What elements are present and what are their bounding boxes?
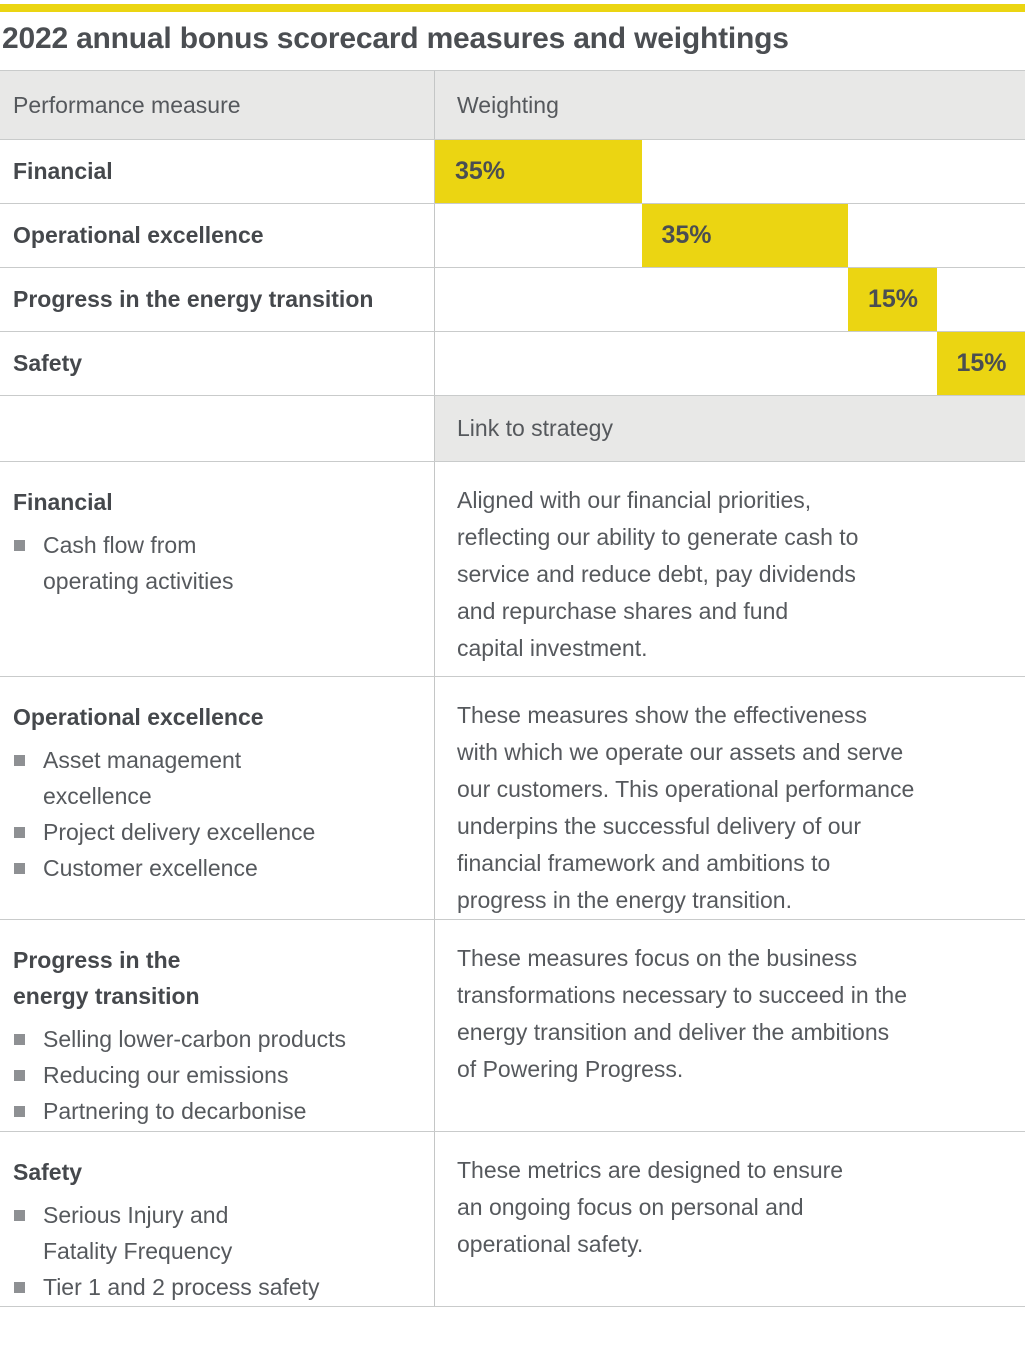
list-item: Cash flow from operating activities [13,527,424,599]
list-item: Tier 1 and 2 process safety [13,1269,424,1305]
strategy-description: These measures focus on the business tra… [457,945,908,1082]
list-item: Reducing our emissions [13,1057,424,1093]
weighting-bar: 15% [848,268,937,331]
link-to-strategy-header-row: Link to strategy [0,396,1025,462]
strategy-description: These metrics are designed to ensure an … [457,1157,844,1257]
scorecard-table: Performance measure Weighting Financial … [0,70,1025,1307]
section-operational-excellence: Operational excellence Asset management … [0,677,1025,920]
square-bullet-icon [14,540,25,551]
weighting-value: 15% [956,349,1007,377]
square-bullet-icon [14,827,25,838]
table-header-row: Performance measure Weighting [0,71,1025,140]
square-bullet-icon [14,1210,25,1221]
header-cell-weighting: Weighting [435,71,1025,139]
section-heading: Safety [13,1159,83,1185]
header-cell-performance-measure: Performance measure [0,71,435,139]
weighting-bar: 35% [641,204,848,267]
weighting-bar: 15% [936,332,1025,395]
list-item: Project delivery excellence [13,814,424,850]
weighting-value: 15% [868,285,919,313]
accent-top-rule [0,4,1025,12]
measure-label: Financial [13,158,113,184]
bullet-label: Selling lower-carbon products [43,1026,346,1052]
square-bullet-icon [14,1034,25,1045]
square-bullet-icon [14,755,25,766]
performance-measure-header-label: Performance measure [13,92,241,118]
bullet-label: Tier 1 and 2 process safety [43,1274,320,1300]
square-bullet-icon [14,1070,25,1081]
list-item: Selling lower-carbon products [13,1021,424,1057]
section-heading: Progress in the energy transition [13,947,200,1009]
weighting-bar: 35% [435,140,642,203]
list-item: Customer excellence [13,850,424,886]
weighting-row-energy-transition: Progress in the energy transition 15% [0,268,1025,332]
strategy-description: Aligned with our financial priorities, r… [457,487,859,661]
weighting-row-financial: Financial 35% [0,140,1025,204]
section-heading: Financial [13,489,113,515]
measure-label: Operational excellence [13,222,264,248]
list-item: Partnering to decarbonise [13,1093,424,1129]
section-heading: Operational excellence [13,704,264,730]
measure-label: Progress in the energy transition [13,286,374,312]
measure-label: Safety [13,350,83,376]
section-safety: Safety Serious Injury and Fatality Frequ… [0,1132,1025,1307]
bullet-label: Cash flow from operating activities [43,532,234,594]
bullet-label: Partnering to decarbonise [43,1098,307,1124]
bullet-label: Project delivery excellence [43,819,316,845]
list-item: Asset management excellence [13,742,424,814]
weighting-value: 35% [455,157,506,185]
page-title: 2022 annual bonus scorecard measures and… [2,22,789,55]
weighting-row-operational-excellence: Operational excellence 35% [0,204,1025,268]
weighting-row-safety: Safety 15% [0,332,1025,396]
bullet-label: Customer excellence [43,855,258,881]
bullet-label: Serious Injury and Fatality Frequency [43,1202,233,1264]
square-bullet-icon [14,1106,25,1117]
bullet-label: Asset management excellence [43,747,242,809]
strategy-description: These measures show the effectiveness wi… [457,702,915,913]
square-bullet-icon [14,1282,25,1293]
list-item: Serious Injury and Fatality Frequency [13,1197,424,1269]
square-bullet-icon [14,863,25,874]
section-energy-transition: Progress in the energy transition Sellin… [0,920,1025,1132]
weighting-value: 35% [661,221,712,249]
section-financial: Financial Cash flow from operating activ… [0,462,1025,677]
bullet-label: Reducing our emissions [43,1062,289,1088]
weighting-header-label: Weighting [457,92,559,118]
link-to-strategy-header-label: Link to strategy [457,415,613,441]
